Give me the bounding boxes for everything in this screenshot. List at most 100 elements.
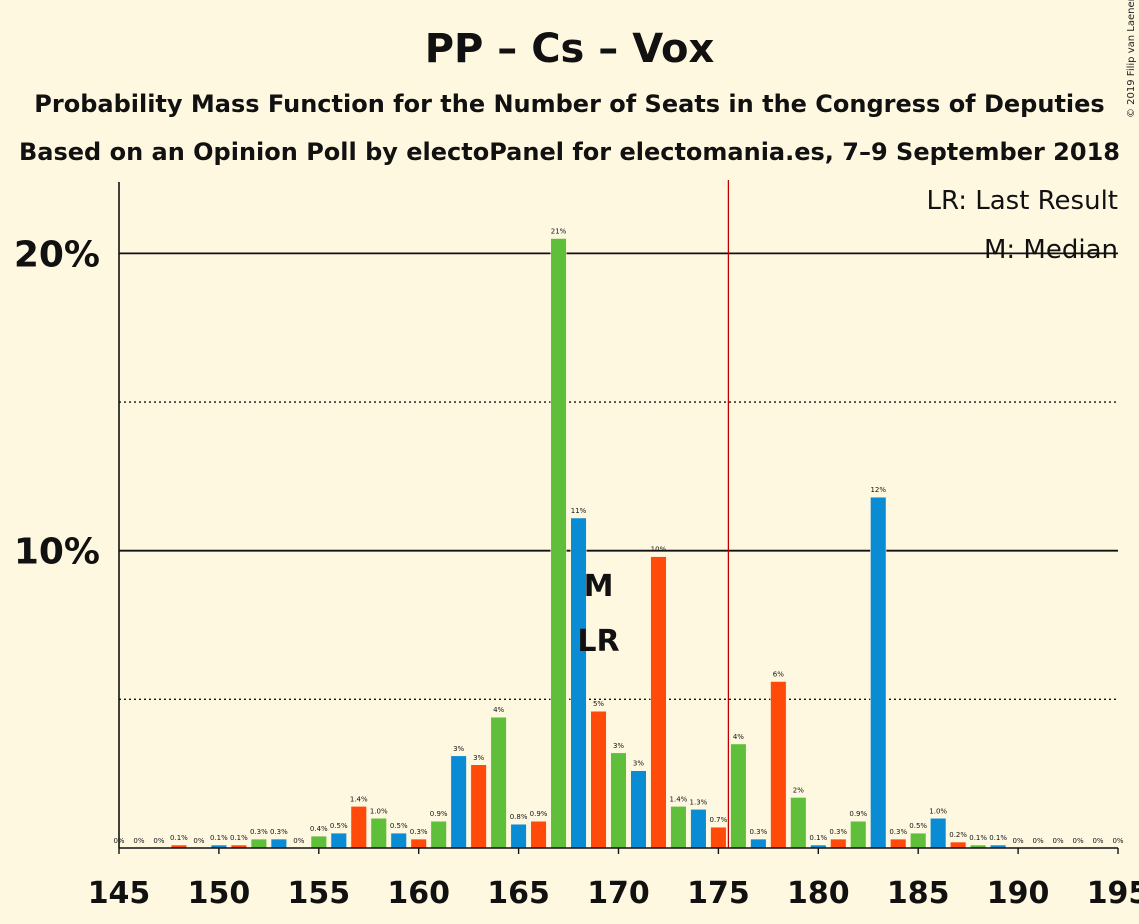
bar-153 [270, 838, 287, 849]
bar-label-168: 11% [571, 507, 587, 515]
x-tick-label: 150 [188, 876, 251, 911]
bar-label-156: 0.5% [330, 822, 348, 830]
bar-166 [530, 820, 547, 849]
x-tick-label: 170 [587, 876, 650, 911]
bar-157 [350, 806, 367, 849]
bar-184 [890, 838, 907, 849]
last-result-marker: LR [577, 624, 619, 659]
legend: LR: Last Result M: Median [926, 186, 1118, 265]
chart-subtitle-1: Probability Mass Function for the Number… [34, 90, 1105, 118]
bar-label-147: 0% [153, 837, 164, 845]
bar-156 [330, 832, 347, 849]
axes: 10% 20% 145 150 155 160 165 170 175 180 185 190 195 [14, 180, 1139, 911]
x-tick-label: 195 [1087, 876, 1139, 911]
bar-label-173: 1.4% [670, 795, 688, 803]
bar-152 [250, 838, 267, 849]
bar-label-175: 0.7% [710, 816, 728, 824]
bar-label-187: 0.2% [949, 831, 967, 839]
bar-165 [510, 823, 527, 849]
bar-163 [470, 764, 487, 849]
chart-subtitle-2: Based on an Opinion Poll by electoPanel … [19, 138, 1120, 166]
bar-label-188: 0.1% [969, 834, 987, 842]
bar-label-170: 3% [613, 742, 624, 750]
bar-label-165: 0.8% [510, 813, 528, 821]
bar-label-157: 1.4% [350, 795, 368, 803]
y-tick-label: 20% [14, 234, 100, 275]
bar-label-195: 0% [1112, 837, 1123, 845]
bar-label-146: 0% [133, 837, 144, 845]
bar-label-153: 0.3% [270, 828, 288, 836]
bar-label-176: 4% [733, 733, 744, 741]
bar-label-179: 2% [793, 786, 804, 794]
bar-label-163: 3% [473, 754, 484, 762]
chart-title: PP – Cs – Vox [424, 26, 715, 72]
bar-159 [390, 832, 407, 849]
bar-label-182: 0.9% [849, 810, 867, 818]
x-tick-label: 160 [387, 876, 450, 911]
bar-label-159: 0.5% [390, 822, 408, 830]
bar-label-193: 0% [1072, 837, 1083, 845]
bar-label-172: 10% [651, 546, 667, 554]
bar-174 [690, 809, 707, 849]
bar-175 [710, 826, 727, 849]
bar-label-181: 0.3% [829, 828, 847, 836]
bar-label-192: 0% [1053, 837, 1064, 845]
bar-155 [310, 835, 327, 849]
bar-label-184: 0.3% [889, 828, 907, 836]
bar-label-167: 21% [551, 228, 567, 236]
bar-label-152: 0.3% [250, 828, 268, 836]
bar-label-190: 0% [1013, 837, 1024, 845]
median-marker: M [584, 569, 614, 604]
x-tick-label: 175 [687, 876, 750, 911]
bar-173 [670, 806, 687, 849]
bar-label-149: 0% [193, 837, 204, 845]
median-lr-markers: M LR [577, 569, 619, 659]
bar-164 [490, 716, 507, 849]
bar-label-174: 1.3% [690, 798, 708, 806]
bar-label-155: 0.4% [310, 825, 328, 833]
bar-183 [870, 496, 887, 849]
bar-label-186: 1.0% [929, 807, 947, 815]
bar-158 [370, 818, 387, 849]
legend-last-result: LR: Last Result [926, 186, 1118, 216]
bar-label-183: 12% [870, 486, 886, 494]
x-tick-label: 145 [88, 876, 151, 911]
bar-178 [770, 681, 787, 849]
bar-label-158: 1.0% [370, 807, 388, 815]
bar-161 [430, 820, 447, 849]
bar-label-185: 0.5% [909, 822, 927, 830]
bar-182 [850, 820, 867, 849]
bar-label-180: 0.1% [809, 834, 827, 842]
y-tick-label: 10% [14, 532, 100, 573]
bar-label-178: 6% [773, 671, 784, 679]
bar-label-171: 3% [633, 760, 644, 768]
bar-171 [630, 770, 647, 849]
bar-169 [590, 710, 607, 849]
bar-162 [450, 755, 467, 849]
bar-168 [570, 517, 587, 849]
bars [170, 238, 1007, 849]
bar-value-labels: 0%0%0%0.1%0%0.1%0.1%0.3%0.3%0%0.4%0.5%1.… [113, 228, 1123, 845]
bar-label-151: 0.1% [230, 834, 248, 842]
bar-167 [550, 238, 567, 849]
bar-label-162: 3% [453, 745, 464, 753]
grid-lines [119, 252, 1118, 701]
bar-label-150: 0.1% [210, 834, 228, 842]
bar-label-148: 0.1% [170, 834, 188, 842]
x-tick-label: 190 [987, 876, 1050, 911]
bar-label-191: 0% [1033, 837, 1044, 845]
bar-186 [930, 818, 947, 849]
bar-label-189: 0.1% [989, 834, 1007, 842]
bar-172 [650, 556, 667, 849]
x-tick-label: 180 [787, 876, 850, 911]
legend-median: M: Median [984, 235, 1118, 265]
bar-label-154: 0% [293, 837, 304, 845]
bar-181 [830, 838, 847, 849]
bar-160 [410, 838, 427, 849]
bar-label-164: 4% [493, 706, 504, 714]
bar-170 [610, 752, 627, 849]
bar-177 [750, 838, 767, 849]
bar-label-161: 0.9% [430, 810, 448, 818]
bar-label-194: 0% [1092, 837, 1103, 845]
